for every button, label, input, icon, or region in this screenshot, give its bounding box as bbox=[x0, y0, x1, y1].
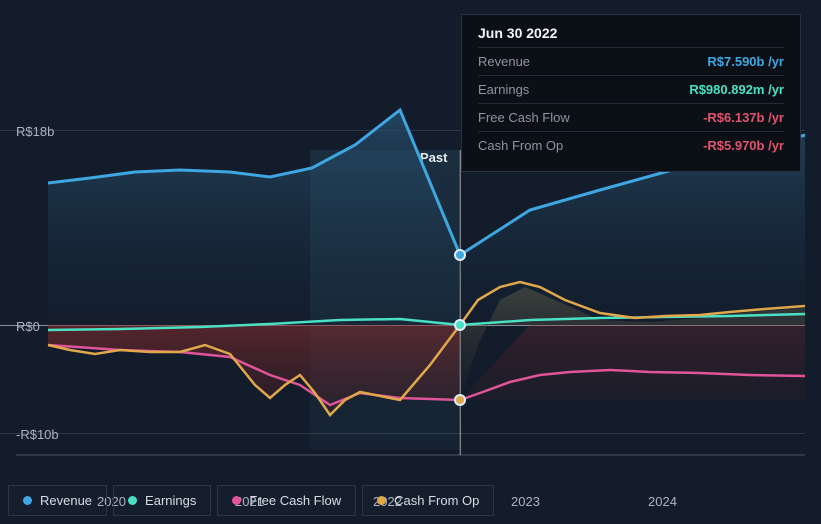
tooltip-row-revenue: Revenue R$7.590b /yr bbox=[478, 47, 784, 75]
financial-forecast-chart: Past Analysts Forecasts R$18b R$0 -R$10b… bbox=[0, 0, 821, 524]
tooltip-row-earnings: Earnings R$980.892m /yr bbox=[478, 75, 784, 103]
tooltip-earnings-value: R$980.892m /yr bbox=[689, 82, 784, 97]
tooltip-row-fcf: Free Cash Flow -R$6.137b /yr bbox=[478, 103, 784, 131]
tooltip-revenue-label: Revenue bbox=[478, 54, 530, 69]
tooltip-earnings-label: Earnings bbox=[478, 82, 529, 97]
legend-item-cfo[interactable]: Cash From Op bbox=[362, 485, 494, 516]
legend-item-fcf[interactable]: Free Cash Flow bbox=[217, 485, 356, 516]
legend-item-earnings[interactable]: Earnings bbox=[113, 485, 211, 516]
tooltip-row-cfo: Cash From Op -R$5.970b /yr bbox=[478, 131, 784, 159]
tooltip-cfo-value: -R$5.970b /yr bbox=[703, 138, 784, 153]
legend-label-cfo: Cash From Op bbox=[394, 493, 479, 508]
data-tooltip: Jun 30 2022 Revenue R$7.590b /yr Earning… bbox=[461, 14, 801, 172]
tooltip-fcf-value: -R$6.137b /yr bbox=[703, 110, 784, 125]
legend-label-revenue: Revenue bbox=[40, 493, 92, 508]
revenue-legend-dot bbox=[23, 496, 32, 505]
tooltip-fcf-label: Free Cash Flow bbox=[478, 110, 570, 125]
legend-label-earnings: Earnings bbox=[145, 493, 196, 508]
fcf-legend-dot bbox=[232, 496, 241, 505]
negative-region-fill-forecast bbox=[460, 325, 805, 400]
earnings-legend-dot bbox=[128, 496, 137, 505]
cash-from-op-marker-dot[interactable] bbox=[455, 395, 465, 405]
tooltip-cfo-label: Cash From Op bbox=[478, 138, 563, 153]
negative-region-fill-past bbox=[48, 325, 460, 415]
tooltip-date-label: Jun 30 2022 bbox=[478, 25, 784, 41]
earnings-marker-dot[interactable] bbox=[455, 320, 465, 330]
tooltip-revenue-value: R$7.590b /yr bbox=[707, 54, 784, 69]
legend-item-revenue[interactable]: Revenue bbox=[8, 485, 107, 516]
revenue-marker-dot[interactable] bbox=[455, 250, 465, 260]
legend-label-fcf: Free Cash Flow bbox=[249, 493, 341, 508]
chart-legend: Revenue Earnings Free Cash Flow Cash Fro… bbox=[8, 485, 494, 516]
cfo-legend-dot bbox=[377, 496, 386, 505]
